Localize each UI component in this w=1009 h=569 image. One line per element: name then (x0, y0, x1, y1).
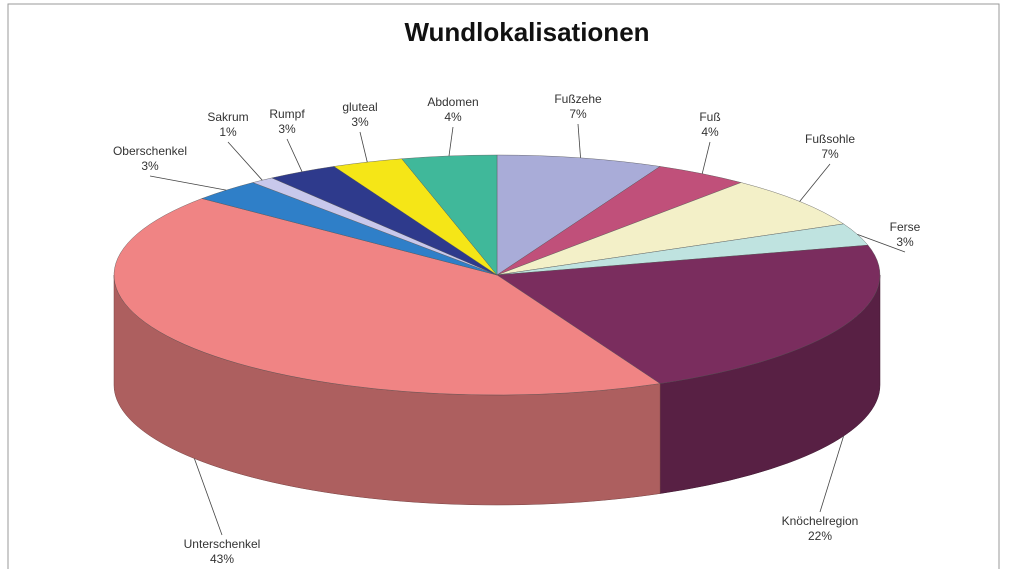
slice-label: Fußzehe (554, 92, 602, 106)
leader-line (448, 126, 454, 157)
leader-line (359, 131, 368, 163)
slice-label: Unterschenkel (184, 537, 261, 551)
slice-value-label: 1% (219, 125, 237, 139)
slice-label: Sakrum (207, 110, 248, 124)
slice-value-label: 4% (701, 125, 719, 139)
slice-label: Fußsohle (805, 132, 855, 146)
leader-line (701, 141, 711, 174)
slice-label: Rumpf (269, 107, 305, 121)
slice-label: Oberschenkel (113, 144, 187, 158)
slice (496, 182, 845, 276)
leader-line (857, 233, 906, 253)
slice-value-label: 3% (141, 159, 159, 173)
leader-line (227, 141, 263, 181)
leader-line (286, 138, 303, 172)
slice-label: Knöchelregion (782, 514, 859, 528)
slice (113, 198, 661, 396)
leader-line (149, 175, 227, 191)
leader-line (193, 458, 223, 536)
slice-label: Abdomen (427, 95, 478, 109)
slice-value-label: 3% (278, 122, 296, 136)
slice (496, 154, 661, 276)
slice-value-label: 4% (444, 110, 462, 124)
chart-title: Wundlokalisationen (404, 17, 649, 47)
slice-label: Fuß (699, 110, 720, 124)
slice-value-label: 22% (808, 529, 832, 543)
slice-value-label: 7% (569, 107, 587, 121)
slice-value-label: 7% (821, 147, 839, 161)
slice-value-label: 3% (896, 235, 914, 249)
slice-label: gluteal (342, 100, 377, 114)
slice-value-label: 3% (351, 115, 369, 129)
slice (496, 244, 881, 384)
leader-line (577, 123, 581, 158)
slice-label: Ferse (890, 220, 921, 234)
slice-value-label: 43% (210, 552, 234, 566)
leader-line (799, 163, 831, 202)
leader-line (819, 435, 844, 513)
